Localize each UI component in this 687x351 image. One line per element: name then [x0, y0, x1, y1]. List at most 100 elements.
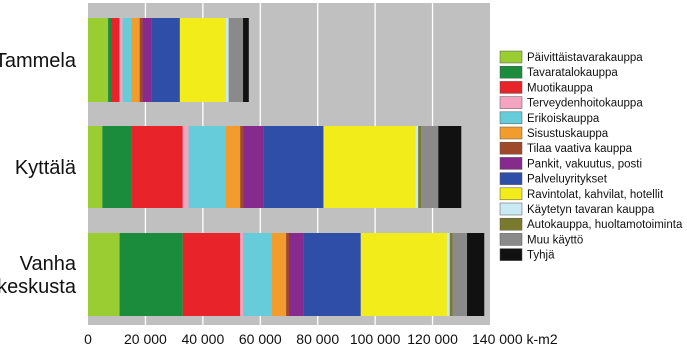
- bar-segment: [263, 126, 324, 208]
- legend-label: Sisustuskauppa: [527, 128, 609, 140]
- bar-segment: [142, 18, 152, 102]
- legend-label: Tilaa vaativa kauppa: [527, 143, 633, 155]
- bar-segment: [182, 233, 241, 316]
- legend-label: Tavaratalokauppa: [527, 67, 618, 79]
- bar-segment: [110, 18, 120, 102]
- bar-segment: [182, 126, 189, 208]
- legend-swatch: [499, 202, 523, 216]
- bar-segment: [188, 126, 226, 208]
- bar-segment: [102, 126, 132, 208]
- category-label-line: keskusta: [0, 276, 77, 298]
- bar-segment: [240, 126, 244, 208]
- x-tick-label: 140 000 k-m2: [472, 331, 558, 347]
- legend-item: Tyhjä: [499, 248, 555, 262]
- legend-swatch: [499, 126, 523, 140]
- legend-item: Terveydenhoitokauppa: [499, 96, 643, 110]
- legend-item: Erikoiskauppa: [499, 111, 600, 125]
- x-tick-label: 0: [84, 331, 92, 347]
- bar-segment: [449, 233, 453, 316]
- category-label-line: Vanha: [20, 253, 77, 275]
- legend-swatch: [499, 248, 523, 261]
- legend-label: Palveluyritykset: [527, 174, 608, 186]
- category-label-line: Kyttälä: [15, 157, 77, 179]
- legend-label: Ravintolat, kahvilat, hotellit: [527, 189, 664, 201]
- legend-item: Tilaa vaativa kauppa: [499, 141, 633, 155]
- bar-segment: [122, 18, 132, 102]
- bar-segment: [225, 126, 241, 208]
- x-tick-label: 20 000: [124, 331, 167, 347]
- bar-segment: [119, 233, 183, 316]
- bar-segment: [360, 233, 447, 316]
- legend-swatch: [499, 217, 523, 231]
- category-label-line: Tammela: [0, 50, 77, 72]
- legend-item: Tavaratalokauppa: [499, 65, 618, 79]
- x-tick-label: 40 000: [181, 331, 224, 347]
- x-tick-label: 80 000: [296, 331, 339, 347]
- legend-swatch: [499, 81, 523, 94]
- bar-segment: [139, 18, 143, 102]
- bar-segment: [131, 126, 183, 208]
- legend-item: Muotikauppa: [499, 81, 593, 94]
- x-tick-label: 100 000: [350, 331, 401, 347]
- legend-swatch: [499, 111, 523, 125]
- bar-segment: [240, 233, 244, 316]
- bar-segment: [452, 233, 468, 316]
- legend-swatch: [499, 96, 523, 109]
- legend-swatch: [499, 172, 523, 185]
- bar-segment: [243, 126, 264, 208]
- bar-segment: [88, 126, 103, 208]
- legend-label: Muotikauppa: [527, 82, 593, 94]
- category-label: Vanha keskusta: [0, 253, 77, 298]
- legend-label: Käytetyn tavaran kauppa: [527, 204, 655, 216]
- bar-segment: [323, 126, 416, 208]
- bar-segment: [228, 18, 244, 102]
- bar-row: [88, 126, 462, 208]
- bar-segment: [467, 233, 485, 316]
- legend-swatch: [499, 141, 523, 155]
- x-axis-ticks: 0 20 000 40 000 60 000 80 000 100 000 120 000 1…: [84, 331, 558, 347]
- bar-segment: [289, 233, 304, 316]
- bar-row: [88, 18, 249, 102]
- bar-segment: [131, 18, 140, 102]
- bar-segment: [243, 18, 249, 102]
- bar-segment: [286, 233, 289, 316]
- legend-label: Terveydenhoitokauppa: [527, 98, 643, 110]
- x-tick-label: 120 000: [407, 331, 458, 347]
- legend-swatch: [499, 233, 523, 246]
- bar-segment: [225, 18, 229, 102]
- legend-swatch: [499, 50, 523, 64]
- legend-item: Pankit, vakuutus, posti: [499, 157, 642, 170]
- bar-segment: [119, 18, 123, 102]
- legend-swatch: [499, 65, 523, 79]
- bar-segment: [418, 126, 422, 208]
- legend-label: Päivittäistavarakauppa: [527, 52, 643, 64]
- category-labels: Tammela Kyttälä Vanha keskusta: [0, 50, 77, 298]
- bar-segment: [243, 233, 272, 316]
- legend-item: Sisustuskauppa: [499, 126, 609, 140]
- bar-segment: [438, 126, 462, 208]
- bar-segment: [415, 126, 419, 208]
- legend-swatch: [499, 157, 523, 170]
- category-label: Kyttälä: [15, 157, 77, 179]
- legend-item: Autokauppa, huoltamotoiminta: [499, 217, 683, 231]
- bar-segment: [271, 233, 287, 316]
- bar-segment: [303, 233, 361, 316]
- legend: Päivittäistavarakauppa Tavaratalokauppa Mu…: [491, 46, 687, 278]
- bar-segment: [88, 18, 109, 102]
- category-label: Tammela: [0, 50, 77, 72]
- legend-item: Ravintolat, kahvilat, hotellit: [499, 187, 664, 201]
- legend-item: Päivittäistavarakauppa: [499, 50, 643, 64]
- legend-label: Autokauppa, huoltamotoiminta: [527, 219, 683, 231]
- legend-item: Palveluyritykset: [499, 172, 608, 186]
- legend-item: Muu käyttö: [499, 233, 583, 246]
- legend-item: Käytetyn tavaran kauppa: [499, 202, 655, 216]
- bar-segment: [179, 18, 226, 102]
- bar-segment: [421, 126, 439, 208]
- bar-segment: [151, 18, 180, 102]
- bar-row: [88, 233, 485, 316]
- legend-label: Erikoiskauppa: [527, 113, 600, 125]
- bar-segment: [88, 233, 120, 316]
- legend-label: Tyhjä: [527, 250, 555, 262]
- x-tick-label: 60 000: [239, 331, 282, 347]
